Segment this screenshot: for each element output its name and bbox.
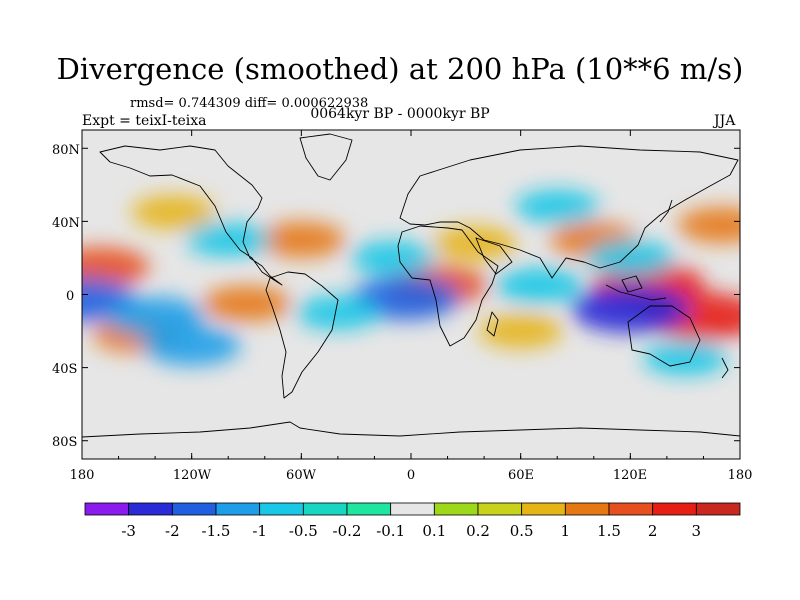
divergence-negative-area [494,267,583,304]
y-tick-label: 40N [52,216,80,231]
colorbar-label: 1.5 [597,522,621,540]
colorbar-label: -0.1 [376,522,405,540]
colorbar-label: 0.1 [422,522,446,540]
x-tick-label: 180 [728,468,753,483]
divergence-negative-area [350,240,435,276]
coastline-greenland [299,133,353,181]
divergence-negative-area [515,189,600,224]
divergence-negative-area [295,295,380,330]
y-axis-labels: 80N 40N 0 40S 80S [52,143,80,450]
y-tick-label: 80S [52,435,77,450]
coastline-madagascar [486,311,499,337]
axis-ticks [81,130,741,459]
colorbar-label: 2 [648,522,658,540]
colorbar-label: -2 [165,522,180,540]
divergence-positive-area [131,195,216,230]
divergence-positive-area [677,207,740,244]
colorbar-swatch [171,502,217,516]
colorbar-swatch [390,502,435,516]
season-label: JJA [714,113,736,129]
x-tick-label: 180 [70,468,95,483]
coastline-borneo [621,275,643,293]
colorbar-swatch [695,502,741,516]
coastline-africa [397,225,499,347]
y-tick-label: 80N [52,143,80,158]
colorbar-swatch [128,502,173,516]
coastline-south-america [265,271,339,399]
coastline-north-america [99,145,283,286]
colorbar-label: -1 [252,522,267,540]
y-tick-label: 0 [66,289,74,304]
colorbar-swatch [84,502,130,516]
colorbar-swatch [302,502,348,516]
colorbar-swatch [564,502,610,516]
divergence-negative-area [571,285,690,334]
colorbar-label: 3 [692,522,702,540]
experiment-label: Expt = teixI-teixa [82,113,207,129]
colorbar-swatch [259,502,304,516]
coastline-australia [627,305,701,367]
divergence-positive-area [257,221,346,258]
divergence-negative-area [643,341,728,376]
colorbar-swatch [346,502,392,516]
x-axis-labels: 180 120W 60W 0 60E 120E 180 [70,468,753,483]
coastline-antarctica [82,421,740,438]
colorbar-swatch [477,502,523,516]
divergence-field [82,189,740,376]
colorbar-swatch [652,502,697,516]
colorbar-swatch [521,502,566,516]
divergence-positive-area [82,247,150,288]
x-tick-label: 120E [613,468,647,483]
divergence-positive-area [202,285,291,322]
divergence-negative-area [142,325,241,366]
colorbar-label: -0.2 [333,522,362,540]
x-tick-label: 120W [173,468,212,483]
colorbar-label: -0.5 [289,522,318,540]
divergence-positive-area [478,313,563,349]
coastline-new-zealand [721,357,729,379]
y-tick-label: 40S [52,362,77,377]
divergence-negative-area [186,222,271,257]
colorbar-swatch [608,502,654,516]
coastline-arabia [475,237,513,275]
colorbar-label: 0.5 [510,522,534,540]
x-tick-label: 0 [407,468,415,483]
divergence-positive-area [432,226,517,261]
x-tick-label: 60E [508,468,534,483]
colorbar-swatch [215,502,261,516]
stats-text: rmsd= 0.744309 diff= 0.000622938 [130,96,369,111]
coastline-eurasia [399,145,739,279]
map-plot-area [81,129,741,460]
figure-title: Divergence (smoothed) at 200 hPa (10**6 … [56,52,744,86]
coastline-indonesia [605,284,667,301]
coastlines [82,133,740,438]
divergence-negative-area [586,239,675,276]
colorbar [84,502,741,516]
colorbar-labels: -3 -2 -1.5 -1 -0.5 -0.2 -0.1 0.1 0.2 0.5 1 1.5 2 3 [121,522,701,540]
colorbar-label: -1.5 [202,522,231,540]
period-label: 0064kyr BP - 0000kyr BP [310,106,490,122]
coastline-japan [659,199,673,223]
colorbar-swatch [433,502,479,516]
colorbar-label: 0.2 [466,522,490,540]
colorbar-label: -3 [121,522,136,540]
x-tick-label: 60W [286,468,317,483]
colorbar-label: 1 [561,522,571,540]
